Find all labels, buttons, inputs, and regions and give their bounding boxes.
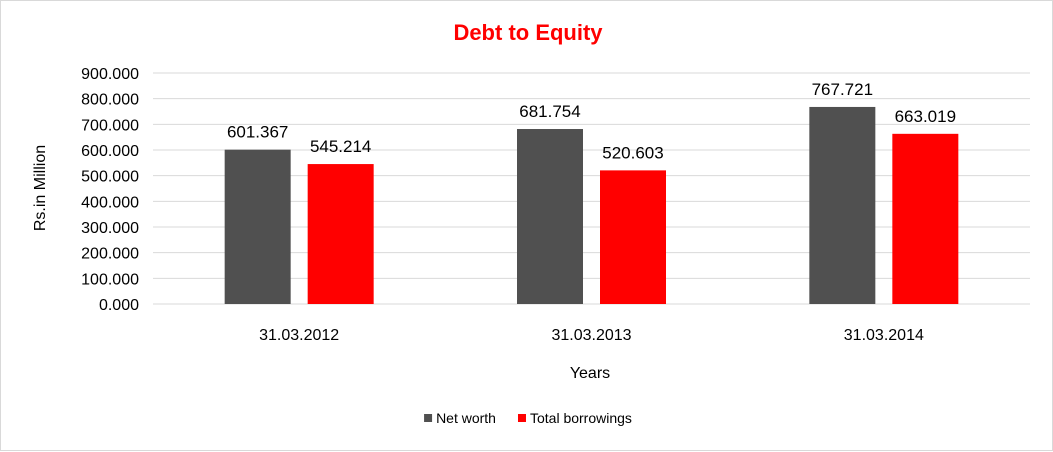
data-label: 663.019 <box>895 107 956 126</box>
x-tick-label: 31.03.2014 <box>844 327 924 344</box>
legend-label: Total borrowings <box>530 410 632 426</box>
bar-total-borrowings <box>307 164 374 304</box>
legend-label: Net worth <box>436 410 496 426</box>
gridlines <box>153 72 1030 279</box>
bar-total-borrowings <box>600 170 666 304</box>
x-axis-ticks: 31.03.2012 31.03.2013 31.03.2014 <box>259 327 924 344</box>
y-axis-ticks: 0.000 100.000 200.000 300.000 400.000 500.000… <box>81 66 139 314</box>
y-axis-title: Rs.in Million <box>32 145 49 231</box>
y-tick-label: 900.000 <box>81 66 139 83</box>
y-tick-label: 300.000 <box>81 220 139 237</box>
x-tick-label: 31.03.2012 <box>259 327 339 344</box>
data-label: 767.721 <box>812 80 873 99</box>
bar-net-worth <box>809 106 876 305</box>
legend-swatch <box>424 414 433 422</box>
data-label: 681.754 <box>519 102 580 121</box>
legend-item-net-worth: Net worth <box>424 410 496 426</box>
data-label: 601.367 <box>227 123 288 142</box>
bar-total-borrowings <box>892 133 959 304</box>
bars <box>224 106 959 305</box>
x-axis-title: Years <box>570 365 610 382</box>
legend-item-total-borrowings: Total borrowings <box>517 410 632 426</box>
x-tick-label: 31.03.2013 <box>551 327 631 344</box>
chart-title: Debt to Equity <box>453 20 603 45</box>
y-tick-label: 800.000 <box>81 92 139 109</box>
y-tick-label: 700.000 <box>81 117 139 134</box>
bar-net-worth <box>517 129 583 304</box>
y-tick-label: 400.000 <box>81 194 139 211</box>
data-label: 520.603 <box>602 143 663 162</box>
legend-swatch <box>517 414 526 422</box>
y-tick-label: 100.000 <box>81 271 139 288</box>
legend: Net worth Total borrowings <box>424 410 632 426</box>
y-tick-label: 0.000 <box>99 297 139 314</box>
data-label: 545.214 <box>310 137 371 156</box>
y-tick-label: 500.000 <box>81 169 139 186</box>
bar-net-worth <box>224 149 291 304</box>
y-tick-label: 600.000 <box>81 143 139 160</box>
data-labels: 601.367 545.214 681.754 520.603 767.721 663.0… <box>227 80 956 162</box>
y-tick-label: 200.000 <box>81 246 139 263</box>
